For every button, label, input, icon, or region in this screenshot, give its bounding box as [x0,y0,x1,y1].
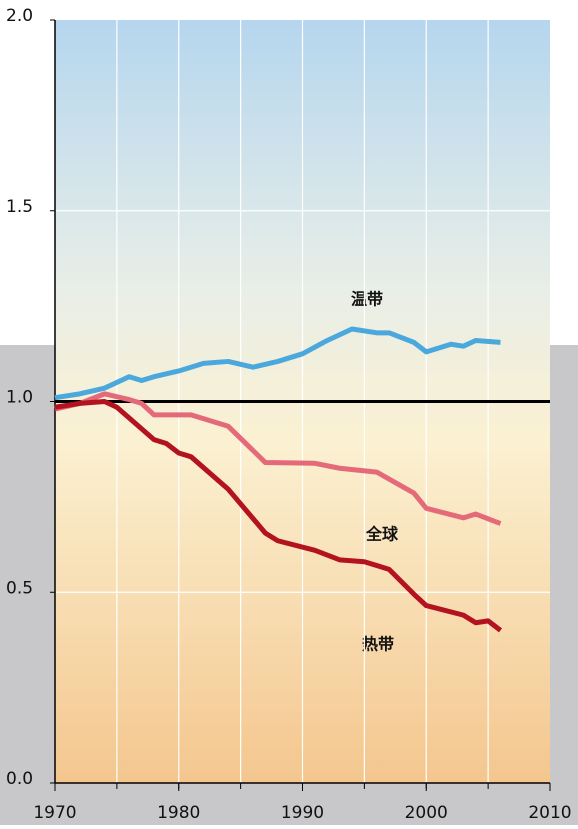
series-line [54,399,503,633]
x-tick-label: 2000 [405,803,448,823]
y-tick-label: 1.0 [6,388,33,408]
y-tick-label: 1.5 [6,197,33,217]
y-tick-label: 0.0 [6,769,33,789]
series-label: 全球 [365,525,399,544]
series-line [54,391,502,526]
x-tick-label: 1980 [157,803,200,823]
series-label: 热带 [362,635,394,654]
x-tick-label: 1970 [33,803,76,823]
y-tick-label: 0.5 [6,578,33,598]
y-tick-label: 2.0 [6,6,33,26]
x-tick-label: 1990 [281,803,324,823]
series-label: 温带 [350,290,383,309]
x-tick-label: 2010 [528,803,571,823]
series-line [54,326,501,401]
